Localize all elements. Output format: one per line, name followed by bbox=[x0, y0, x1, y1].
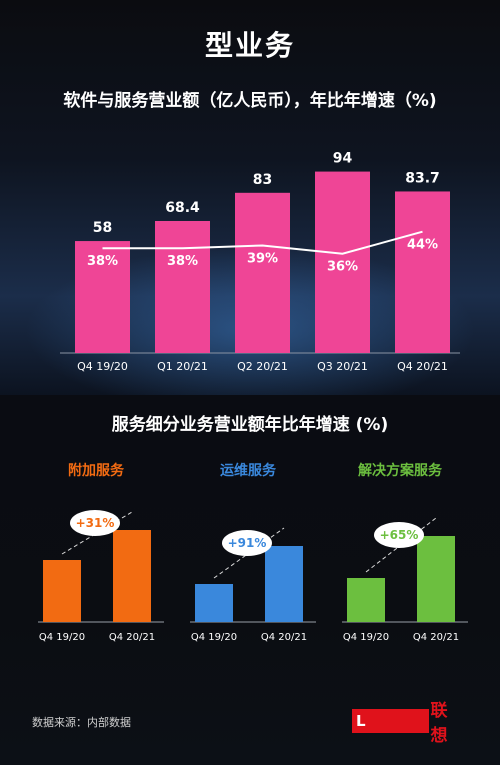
bar bbox=[155, 220, 210, 353]
bottom-background bbox=[0, 395, 500, 765]
x-tick-label: Q1 20/21 bbox=[157, 360, 208, 373]
growth-rate-label: 38% bbox=[167, 254, 198, 269]
bar-value-label: 68.4 bbox=[165, 200, 200, 216]
growth-rate-label: 39% bbox=[247, 251, 278, 266]
x-tick-label: Q4 20/21 bbox=[109, 632, 155, 643]
segment-title: 附加服务 bbox=[68, 462, 125, 479]
x-tick-label: Q4 19/20 bbox=[39, 632, 85, 643]
growth-badge bbox=[374, 522, 424, 548]
bottom-section-title: 服务细分业务营业额年比年增速 (%) bbox=[111, 415, 389, 435]
logo-text: 联想 bbox=[430, 701, 448, 746]
x-tick-label: Q4 19/20 bbox=[77, 360, 128, 373]
brand-logo: L 联想 bbox=[352, 701, 462, 746]
bar bbox=[265, 546, 303, 622]
growth-rate-label: 44% bbox=[407, 238, 438, 253]
bar bbox=[113, 530, 151, 622]
bar bbox=[315, 171, 370, 353]
bar-value-label: 83.7 bbox=[405, 170, 440, 186]
x-tick-label: Q3 20/21 bbox=[317, 360, 368, 373]
segment-title: 运维服务 bbox=[220, 462, 277, 479]
top-chart-title: 软件与服务营业额（亿人民币），年比年增速（%) bbox=[63, 91, 437, 111]
x-tick-label: Q4 20/21 bbox=[413, 632, 459, 643]
bar bbox=[417, 536, 455, 622]
bar-value-label: 94 bbox=[333, 151, 353, 167]
growth-rate-label: 38% bbox=[87, 254, 118, 269]
x-tick-label: Q4 20/21 bbox=[397, 360, 448, 373]
growth-badge-label: +65% bbox=[380, 528, 419, 542]
x-tick-label: Q4 20/21 bbox=[261, 632, 307, 643]
bar bbox=[75, 241, 130, 353]
growth-badge bbox=[70, 510, 120, 536]
page-title: 型业务 bbox=[204, 29, 295, 62]
x-tick-label: Q4 19/20 bbox=[343, 632, 389, 643]
segment-title: 解决方案服务 bbox=[358, 462, 443, 479]
bar bbox=[235, 192, 290, 353]
growth-badge-label: +91% bbox=[228, 536, 267, 550]
bar bbox=[43, 560, 81, 622]
x-tick-label: Q4 19/20 bbox=[191, 632, 237, 643]
data-source-note: 数据来源：内部数据 bbox=[32, 716, 131, 729]
growth-rate-label: 36% bbox=[327, 260, 358, 275]
x-tick-label: Q2 20/21 bbox=[237, 360, 288, 373]
bar bbox=[195, 584, 233, 622]
growth-badge bbox=[222, 530, 272, 556]
bar-value-label: 83 bbox=[253, 172, 272, 188]
logo-box: L bbox=[352, 709, 429, 733]
growth-badge-label: +31% bbox=[76, 516, 115, 530]
bar bbox=[347, 578, 385, 622]
growth-line bbox=[102, 230, 423, 255]
bar bbox=[395, 191, 450, 353]
bar-value-label: 58 bbox=[93, 220, 112, 236]
